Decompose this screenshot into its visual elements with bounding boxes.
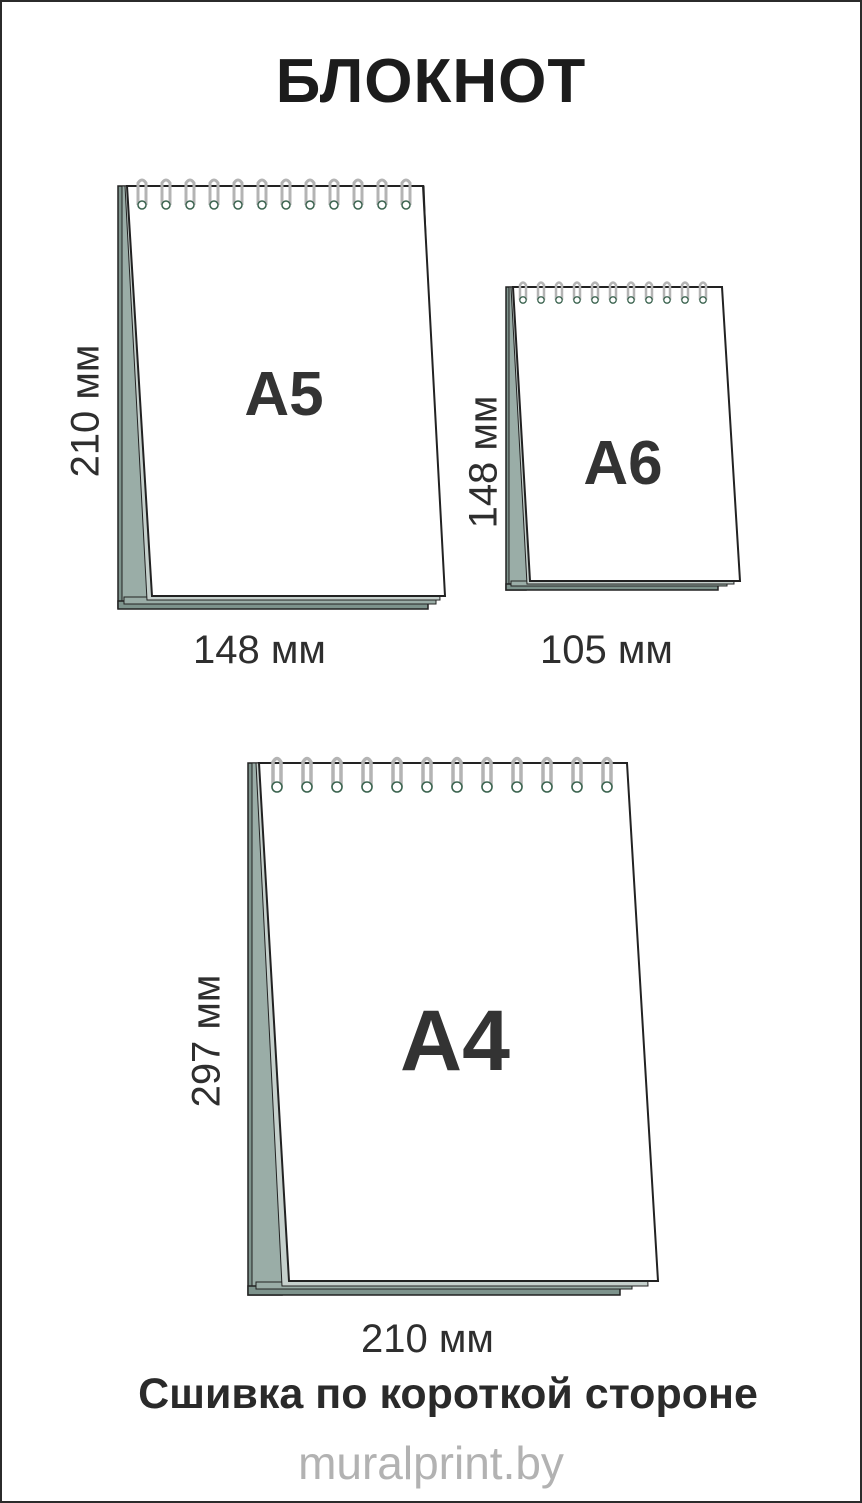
- a6-ring: [572, 281, 582, 304]
- notebook-a4: A4: [247, 756, 660, 1296]
- a4-ring: [391, 756, 403, 793]
- a5-ring: [304, 178, 316, 210]
- a4-height-label: 297 мм: [184, 974, 229, 1108]
- a6-ring: [626, 281, 636, 304]
- a5-ring: [160, 178, 172, 210]
- a4-ring: [541, 756, 553, 793]
- a6-format-label: A6: [583, 429, 662, 498]
- a5-ring: [352, 178, 364, 210]
- a4-ring: [421, 756, 433, 793]
- a4-ring: [511, 756, 523, 793]
- a6-height-label: 148 мм: [461, 395, 506, 529]
- a4-ring: [361, 756, 373, 793]
- a6-spiral-binding: [518, 281, 708, 304]
- poster-title: БЛОКНОТ: [275, 47, 587, 116]
- a4-ring: [451, 756, 463, 793]
- a5-ring: [376, 178, 388, 210]
- a5-ring: [136, 178, 148, 210]
- a4-ring: [271, 756, 283, 793]
- a4-front-page: [257, 762, 660, 1282]
- a6-ring: [680, 281, 690, 304]
- binding-note: Сшивка по короткой стороне: [138, 1370, 758, 1418]
- a4-ring: [571, 756, 583, 793]
- a4-ring: [601, 756, 613, 793]
- a4-ring: [301, 756, 313, 793]
- a4-ring: [481, 756, 493, 793]
- a4-width-label: 210 мм: [361, 1317, 494, 1361]
- notebook-a5: A5: [117, 178, 447, 610]
- website-watermark: muralprint.by: [298, 1437, 564, 1489]
- a5-spiral-binding: [136, 178, 412, 210]
- a5-ring: [280, 178, 292, 210]
- a5-ring: [256, 178, 268, 210]
- a6-ring: [590, 281, 600, 304]
- a6-ring: [608, 281, 618, 304]
- a4-spiral-binding: [271, 756, 613, 793]
- a6-ring: [554, 281, 564, 304]
- a5-format-label: A5: [244, 360, 323, 429]
- a5-ring: [184, 178, 196, 210]
- a6-ring: [644, 281, 654, 304]
- a6-ring: [698, 281, 708, 304]
- a5-width-label: 148 мм: [193, 628, 326, 672]
- a5-height-label: 210 мм: [63, 344, 108, 478]
- a6-ring: [518, 281, 528, 304]
- a5-ring: [208, 178, 220, 210]
- a6-ring: [662, 281, 672, 304]
- a6-width-label: 105 мм: [540, 628, 673, 672]
- a4-ring: [331, 756, 343, 793]
- a6-ring: [536, 281, 546, 304]
- a5-ring: [400, 178, 412, 210]
- a5-ring: [232, 178, 244, 210]
- notebook-a6: A6: [505, 281, 742, 591]
- a4-format-label: A4: [400, 993, 510, 1089]
- a5-front-page: [125, 185, 447, 597]
- a5-ring: [328, 178, 340, 210]
